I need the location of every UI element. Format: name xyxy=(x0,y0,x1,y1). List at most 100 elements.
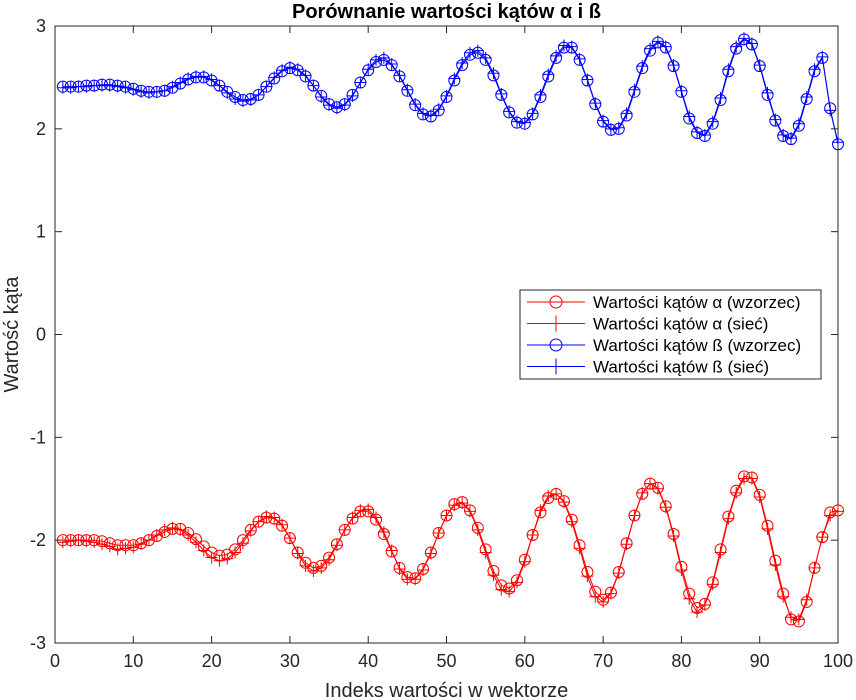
data-point xyxy=(197,544,210,557)
data-point xyxy=(479,51,492,64)
x-axis-title: Indeks wartości w wektorze xyxy=(325,680,568,700)
data-point xyxy=(142,86,155,99)
data-point xyxy=(471,44,484,57)
data-point xyxy=(479,546,492,559)
data-point xyxy=(111,543,124,556)
data-point xyxy=(463,46,476,59)
legend-marker xyxy=(549,338,563,352)
data-point xyxy=(377,525,390,538)
data-point xyxy=(636,60,649,73)
x-tick-label: 100 xyxy=(823,651,853,671)
data-point xyxy=(354,76,367,89)
data-point xyxy=(683,592,696,605)
data-point xyxy=(659,501,672,514)
data-point xyxy=(252,88,265,101)
data-point xyxy=(761,522,774,535)
data-point xyxy=(362,503,375,516)
x-tick-label: 90 xyxy=(750,651,770,671)
data-point xyxy=(127,541,140,554)
legend-entry: Wartości kątów α (wzorzec) xyxy=(527,293,801,312)
data-point xyxy=(370,53,383,66)
data-point xyxy=(346,511,359,524)
data-point xyxy=(80,80,93,93)
x-axis: 0 10 20 30 40 50 60 70 80 90 100 xyxy=(50,26,853,671)
data-point xyxy=(785,132,798,145)
y-tick-label: 3 xyxy=(36,16,46,36)
chart-title: Porównanie wartości kątów α i ß xyxy=(292,1,601,23)
data-point xyxy=(260,80,273,93)
data-point xyxy=(526,107,539,120)
data-point xyxy=(166,80,179,93)
data-point xyxy=(189,536,202,549)
data-point xyxy=(589,590,602,603)
data-point xyxy=(338,99,351,112)
data-point xyxy=(150,85,163,98)
data-point xyxy=(620,538,633,551)
data-point xyxy=(182,72,195,85)
data-point xyxy=(714,546,727,559)
data-point xyxy=(761,86,774,99)
data-point xyxy=(503,585,516,598)
data-point xyxy=(424,109,437,122)
x-tick-label: 40 xyxy=(358,651,378,671)
data-point xyxy=(158,523,171,536)
data-point xyxy=(56,536,69,549)
data-point xyxy=(808,561,821,574)
data-point xyxy=(628,83,641,96)
data-point xyxy=(550,487,563,500)
data-point xyxy=(620,107,633,120)
data-point xyxy=(518,555,531,568)
data-point xyxy=(64,81,77,94)
y-tick-label: -1 xyxy=(30,427,46,447)
data-point xyxy=(229,546,242,559)
data-point xyxy=(832,136,844,149)
data-point xyxy=(832,505,844,518)
data-point xyxy=(127,83,140,96)
data-point xyxy=(691,606,704,619)
data-point xyxy=(142,534,155,547)
data-point xyxy=(221,86,234,99)
data-point xyxy=(119,81,132,94)
data-point xyxy=(800,90,813,103)
series-layer xyxy=(56,32,844,628)
data-point xyxy=(534,88,547,101)
data-point xyxy=(299,559,312,572)
legend-entry: Wartości kątów α (sieć) xyxy=(527,315,768,334)
data-point xyxy=(487,569,500,582)
data-point xyxy=(307,565,320,578)
data-point xyxy=(417,107,430,120)
data-point xyxy=(714,91,727,104)
data-point xyxy=(824,104,837,117)
data-point xyxy=(644,42,657,55)
data-point xyxy=(362,63,375,76)
x-tick-label: 50 xyxy=(436,651,456,671)
data-point xyxy=(268,71,281,84)
data-point xyxy=(785,611,798,624)
data-point xyxy=(730,40,743,53)
series-line xyxy=(62,37,839,143)
y-axis: -3 -2 -1 0 1 2 3 xyxy=(30,16,838,653)
data-point xyxy=(197,70,210,83)
data-point xyxy=(777,590,790,603)
data-point xyxy=(753,490,766,503)
data-point xyxy=(440,89,453,102)
data-point xyxy=(503,105,516,118)
data-point xyxy=(323,553,336,566)
data-point xyxy=(111,80,124,93)
data-point xyxy=(604,587,617,600)
data-point xyxy=(393,562,406,575)
data-point xyxy=(542,489,555,502)
x-tick-label: 0 xyxy=(50,651,60,671)
data-point xyxy=(456,57,469,70)
data-point xyxy=(730,486,743,499)
data-point xyxy=(534,504,547,517)
data-point xyxy=(644,477,657,490)
data-point xyxy=(589,97,602,110)
data-point xyxy=(738,32,751,45)
data-point xyxy=(565,40,578,53)
legend-label: Wartości kątów α (sieć) xyxy=(593,315,768,334)
data-point xyxy=(495,87,508,100)
data-point xyxy=(409,573,422,586)
data-point xyxy=(299,69,312,82)
data-point xyxy=(283,61,296,74)
